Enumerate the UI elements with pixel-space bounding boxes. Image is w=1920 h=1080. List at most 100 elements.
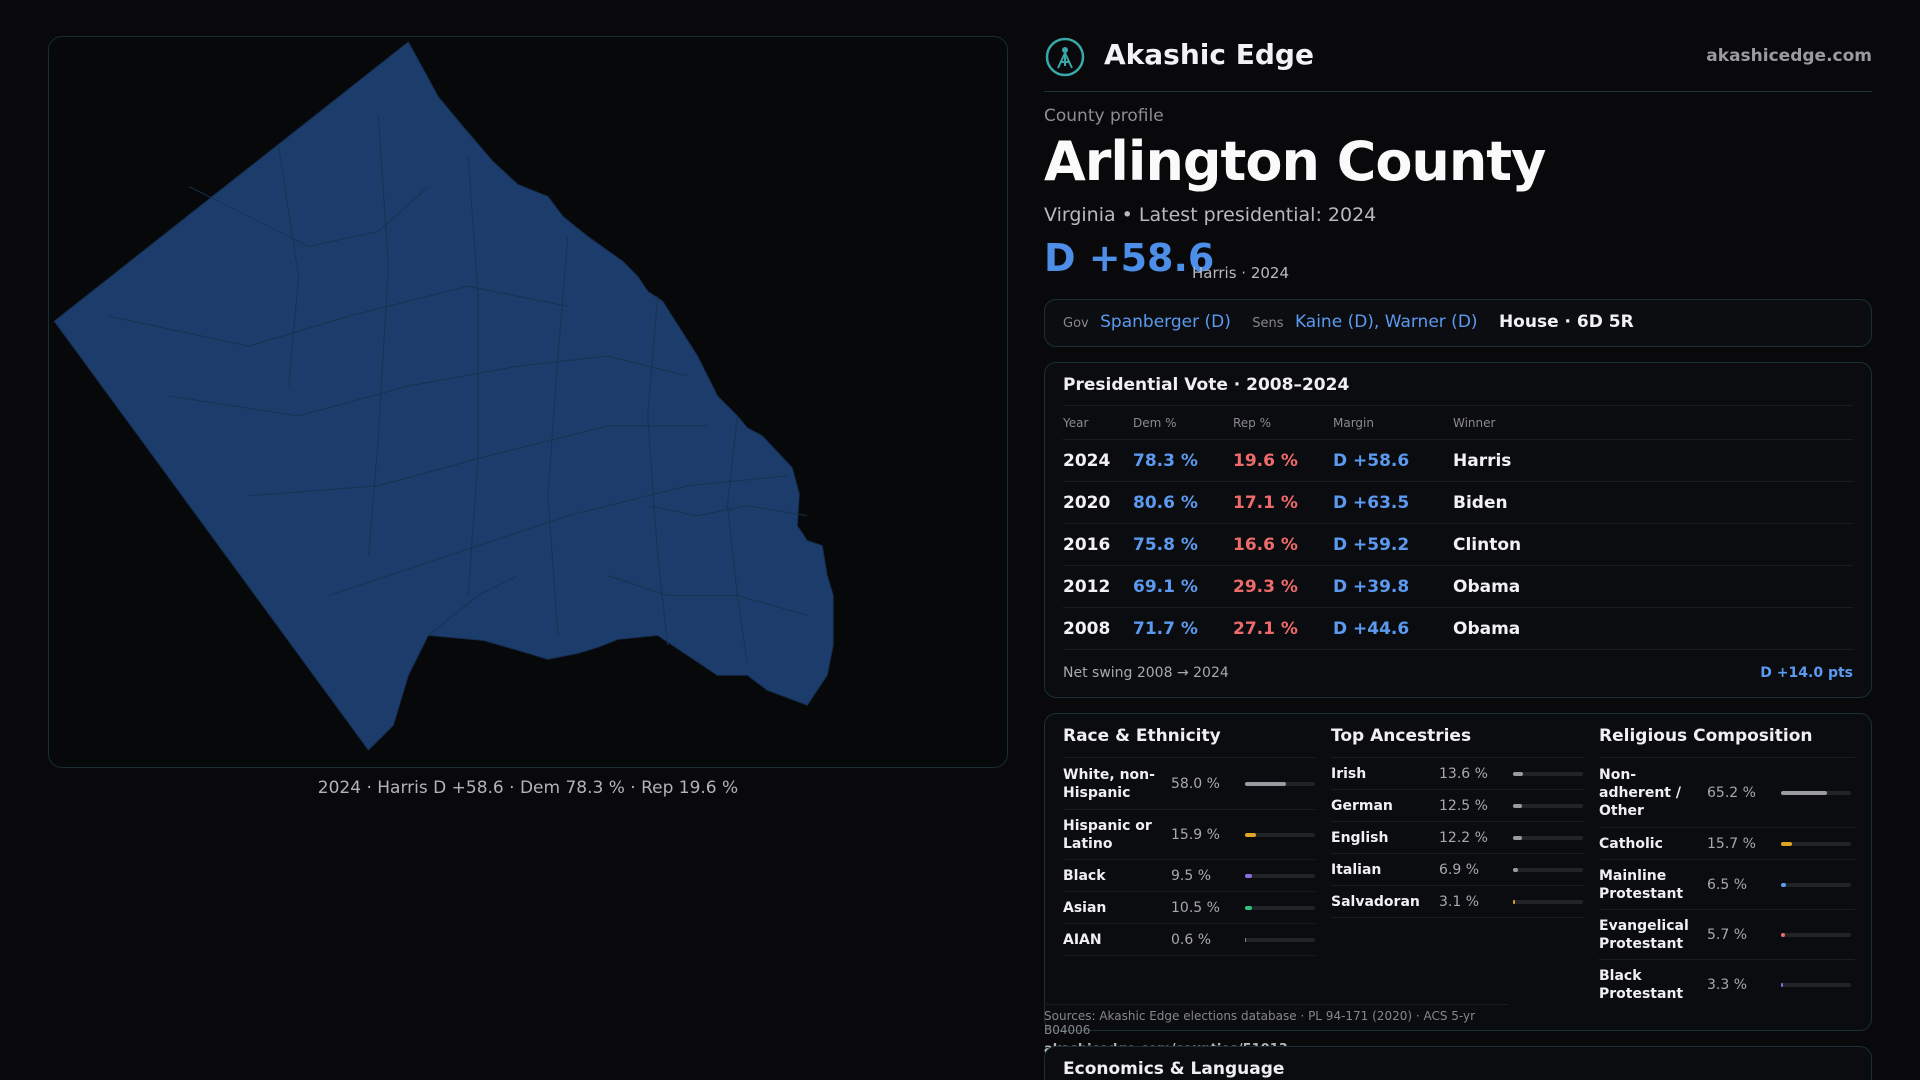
county-map[interactable] bbox=[48, 36, 1008, 768]
race-bar bbox=[1245, 832, 1315, 837]
cell-winner: Obama bbox=[1453, 565, 1853, 608]
cell-year: 2024 bbox=[1063, 439, 1133, 482]
religion-label: Evangelical Protestant bbox=[1599, 917, 1689, 952]
religion-bar-fill bbox=[1781, 983, 1784, 987]
list-item: Catholic 15.7 % bbox=[1599, 828, 1855, 860]
race-bar bbox=[1245, 905, 1315, 910]
akashic-logo-icon[interactable] bbox=[1044, 36, 1086, 78]
ancestry-section: Top Ancestries Irish 13.6 % German 12.5 … bbox=[1331, 726, 1585, 918]
list-item: Irish 13.6 % bbox=[1331, 758, 1585, 790]
col-header-year: Year bbox=[1063, 405, 1133, 440]
religion-bar bbox=[1781, 841, 1851, 846]
cell-year: 2012 bbox=[1063, 565, 1133, 608]
religion-value: 3.3 % bbox=[1707, 977, 1748, 993]
col-header-dem: Dem % bbox=[1133, 405, 1233, 440]
cell-dem: 71.7 % bbox=[1133, 607, 1233, 650]
net-swing-label: Net swing 2008 → 2024 bbox=[1063, 665, 1229, 681]
demographics-card: Race & Ethnicity White, non-Hispanic 58.… bbox=[1044, 713, 1872, 1031]
table-row: 2016 75.8 % 16.6 % D +59.2 Clinton bbox=[1063, 523, 1853, 566]
religion-bar bbox=[1781, 882, 1851, 887]
race-ethnicity-section: Race & Ethnicity White, non-Hispanic 58.… bbox=[1063, 726, 1315, 956]
profile-panel: Akashic Edge akashicedge.com County prof… bbox=[1044, 0, 1872, 1080]
table-header-row: Year Dem % Rep % Margin Winner bbox=[1063, 405, 1853, 440]
race-value: 58.0 % bbox=[1171, 775, 1220, 792]
page-title: Arlington County bbox=[1044, 130, 1546, 193]
cell-year: 2020 bbox=[1063, 481, 1133, 524]
religion-label: Black Protestant bbox=[1599, 968, 1684, 1002]
ancestry-bar bbox=[1513, 835, 1583, 840]
race-value: 0.6 % bbox=[1171, 931, 1212, 948]
religion-bar-fill bbox=[1781, 841, 1792, 846]
list-item: Hispanic or Latino 15.9 % bbox=[1063, 810, 1315, 860]
senators-link[interactable]: Kaine (D), Warner (D) bbox=[1294, 312, 1478, 332]
brand-url-link[interactable]: akashicedge.com bbox=[1706, 46, 1872, 66]
cell-margin: D +59.2 bbox=[1333, 523, 1453, 566]
list-item: Salvadoran 3.1 % bbox=[1331, 886, 1585, 918]
religion-title: Religious Composition bbox=[1599, 726, 1855, 758]
cell-year: 2016 bbox=[1063, 523, 1133, 566]
list-item: Mainline Protestant 6.5 % bbox=[1599, 860, 1855, 910]
race-bar-fill bbox=[1245, 873, 1252, 878]
table-row: 2020 80.6 % 17.1 % D +63.5 Biden bbox=[1063, 481, 1853, 524]
house-delegation: House · 6D 5R bbox=[1498, 312, 1634, 332]
list-item: AIAN 0.6 % bbox=[1063, 924, 1315, 956]
ancestry-label: Italian bbox=[1331, 861, 1382, 878]
religion-bar bbox=[1781, 932, 1851, 937]
presidential-vote-card: Presidential Vote · 2008–2024 Year Dem %… bbox=[1044, 362, 1872, 698]
cell-winner: Harris bbox=[1453, 439, 1853, 482]
col-header-rep: Rep % bbox=[1233, 405, 1333, 440]
race-value: 10.5 % bbox=[1171, 899, 1220, 916]
net-swing-value: D +14.0 pts bbox=[1760, 665, 1853, 681]
cell-margin: D +58.6 bbox=[1333, 439, 1453, 482]
list-item: Non-adherent / Other 65.2 % bbox=[1599, 758, 1855, 828]
list-item: Evangelical Protestant 5.7 % bbox=[1599, 910, 1855, 960]
col-header-margin: Margin bbox=[1333, 405, 1453, 440]
sources-text: Sources: Akashic Edge elections database… bbox=[1044, 1009, 1476, 1037]
presidential-title: Presidential Vote · 2008–2024 bbox=[1063, 375, 1350, 395]
religion-bar-fill bbox=[1781, 882, 1786, 887]
list-item: Black 9.5 % bbox=[1063, 860, 1315, 892]
cell-rep: 16.6 % bbox=[1233, 523, 1333, 566]
cell-rep: 29.3 % bbox=[1233, 565, 1333, 608]
religion-section: Religious Composition Non-adherent / Oth… bbox=[1599, 726, 1855, 1010]
list-item: English 12.2 % bbox=[1331, 822, 1585, 854]
religion-value: 15.7 % bbox=[1707, 835, 1756, 852]
cell-winner: Clinton bbox=[1453, 523, 1853, 566]
list-item: White, non-Hispanic 58.0 % bbox=[1063, 758, 1315, 810]
cell-rep: 19.6 % bbox=[1233, 439, 1333, 482]
governor-link[interactable]: Spanberger (D) bbox=[1100, 312, 1231, 332]
ancestry-title: Top Ancestries bbox=[1331, 726, 1585, 758]
race-value: 15.9 % bbox=[1171, 826, 1220, 843]
gov-label: Gov bbox=[1063, 316, 1089, 331]
cell-margin: D +44.6 bbox=[1333, 607, 1453, 650]
list-item: German 12.5 % bbox=[1331, 790, 1585, 822]
county-shape[interactable] bbox=[53, 41, 834, 751]
ancestry-bar-fill bbox=[1513, 803, 1522, 808]
race-bar-fill bbox=[1245, 937, 1247, 942]
religion-label: Mainline Protestant bbox=[1599, 867, 1684, 902]
religion-value: 5.7 % bbox=[1707, 926, 1748, 943]
cell-dem: 69.1 % bbox=[1133, 565, 1233, 608]
brand-name[interactable]: Akashic Edge bbox=[1104, 38, 1314, 71]
ancestry-bar-fill bbox=[1513, 835, 1522, 840]
list-item: Italian 6.9 % bbox=[1331, 854, 1585, 886]
col-header-winner: Winner bbox=[1453, 405, 1853, 440]
brand-bar: Akashic Edge akashicedge.com bbox=[1044, 36, 1872, 92]
sens-label: Sens bbox=[1252, 316, 1284, 331]
race-title: Race & Ethnicity bbox=[1063, 726, 1315, 758]
ancestry-value: 12.5 % bbox=[1439, 797, 1488, 814]
profile-subtitle: Virginia • Latest presidential: 2024 bbox=[1044, 204, 1377, 226]
race-label: Black bbox=[1063, 867, 1106, 884]
race-bar-fill bbox=[1245, 781, 1286, 786]
map-caption: 2024 · Harris D +58.6 · Dem 78.3 % · Rep… bbox=[317, 778, 739, 798]
ancestry-bar bbox=[1513, 771, 1583, 776]
race-label: White, non-Hispanic bbox=[1063, 766, 1155, 801]
race-bar bbox=[1245, 873, 1315, 878]
cell-dem: 78.3 % bbox=[1133, 439, 1233, 482]
ancestry-label: Irish bbox=[1331, 765, 1367, 782]
list-item: Asian 10.5 % bbox=[1063, 892, 1315, 924]
race-label: AIAN bbox=[1063, 931, 1102, 948]
county-map-svg[interactable] bbox=[49, 37, 1007, 767]
ancestry-value: 6.9 % bbox=[1439, 861, 1480, 878]
religion-bar-fill bbox=[1781, 790, 1827, 795]
